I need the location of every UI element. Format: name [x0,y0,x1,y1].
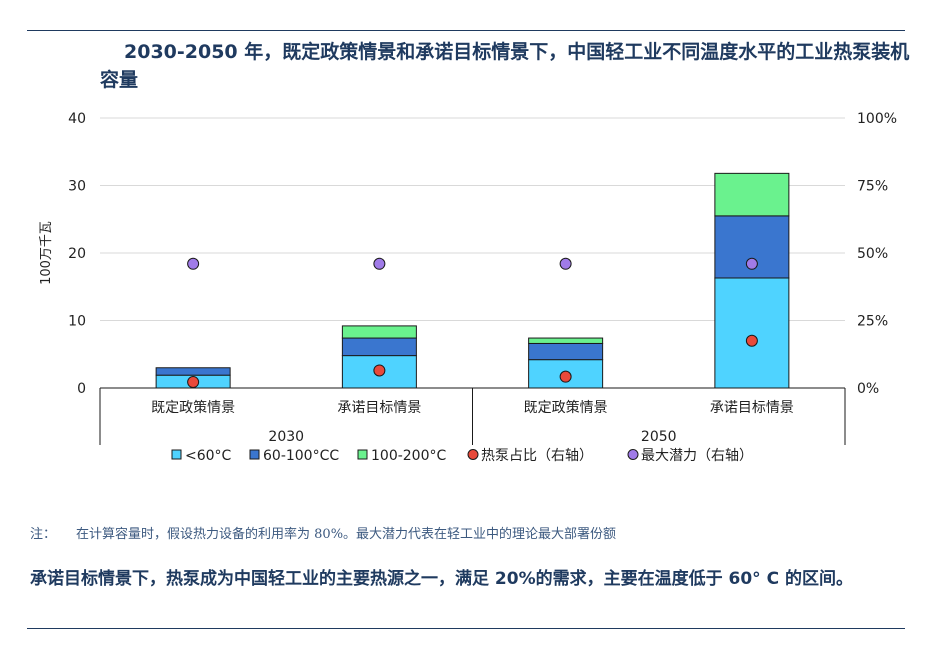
legend-marker [627,449,639,460]
bar-segment [528,337,604,344]
footnote-label: 注： [30,527,57,542]
y2-tick-label: 25% [857,314,888,330]
data-point [187,257,200,270]
data-point [559,370,572,383]
bottom-rule [27,628,905,629]
data-point [187,376,200,389]
legend-label: 60-100°CC [263,448,339,464]
bar-segment [341,337,417,357]
y2-tick-label: 100% [857,111,897,127]
bar-segment [714,172,790,217]
footnote: 注： 在计算容量时，假设热力设备的利用率为 80%。最大潜力代表在轻工业中的理论最… [30,523,616,542]
data-point [745,334,758,347]
y2-tick-label: 75% [857,179,888,195]
scatter-points [187,257,758,389]
y-tick-label: 0 [77,381,86,397]
legend-label: 最大潜力（右轴） [641,448,753,464]
y-axis-label: 100万千瓦 [39,221,54,285]
y-tick-label: 40 [68,111,86,127]
y-tick-label: 30 [68,179,86,195]
legend-swatch [357,449,368,460]
top-rule [27,30,905,31]
bars [155,172,790,389]
y2-tick-label: 0% [857,381,879,397]
conclusion-text: 承诺目标情景下，热泵成为中国轻工业的主要热源之一，满足 20%的需求，主要在温度… [30,569,853,589]
data-point [559,257,572,270]
bar-segment [714,277,790,389]
legend-swatch [171,449,182,460]
legend-label: <60°C [185,448,232,464]
x-tick-label: 既定政策情景 [524,399,608,416]
bar-segment [155,367,231,376]
legend-swatch [249,449,260,460]
legend: <60°C 60-100°CC 100-200°C 热泵占比（右轴） 最大潜力（右轴） [171,448,753,464]
x-tick-label: 承诺目标情景 [710,400,794,416]
legend-marker [467,449,479,460]
y-tick-label: 10 [68,314,86,330]
x-tick-label: 承诺目标情景 [337,400,421,416]
chart-title: 2030-2050 年，既定政策情景和承诺目标情景下，中国轻工业不同温度水平的工… [100,41,910,91]
legend-label: 热泵占比（右轴） [481,448,593,464]
y2-tick-label: 50% [857,246,888,262]
group-label: 2030 [268,429,304,445]
group-label: 2050 [641,429,677,445]
data-point [745,257,758,270]
bar-segment [341,325,417,339]
x-tick-label: 既定政策情景 [151,399,235,416]
bar-segment [528,342,604,361]
footnote-text: 在计算容量时，假设热力设备的利用率为 80%。最大潜力代表在轻工业中的理论最大部… [76,527,617,542]
data-point [373,257,386,270]
y-tick-label: 20 [68,246,86,262]
data-point [373,364,386,377]
legend-label: 100-200°C [371,448,446,464]
